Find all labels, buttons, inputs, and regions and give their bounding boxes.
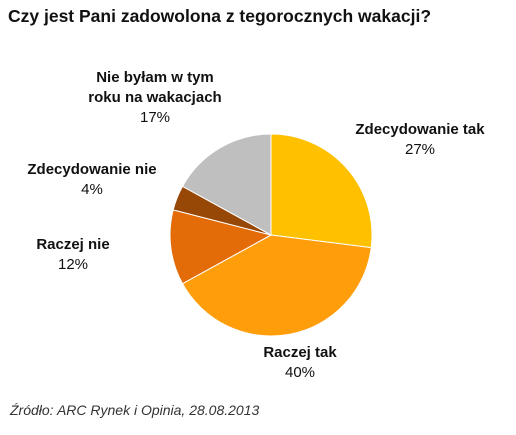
pie-slice-raczej-tak [181, 234, 372, 337]
slice-value-raczej-nie: 12% [57, 256, 89, 273]
slice-name-raczej-nie: Raczej nie [36, 236, 110, 253]
slice-name-zdecydowanie-tak: Zdecydowanie tak [355, 121, 485, 138]
slice-name-nie-bylam: Nie byłam w tym roku na wakacjach [88, 69, 222, 106]
slice-value-raczej-tak: 40% [284, 364, 316, 381]
slice-name-raczej-tak: Raczej tak [263, 344, 337, 361]
pie-slice-zdecydowanie-tak [270, 133, 373, 249]
chart-title: Czy jest Pani zadowolona z tegorocznych … [8, 6, 432, 26]
label-nie-bylam: Nie byłam w tym roku na wakacjach 17% [65, 68, 245, 128]
label-zdecydowanie-nie: Zdecydowanie nie 4% [2, 160, 182, 200]
label-raczej-tak: Raczej tak 40% [215, 343, 385, 383]
slice-name-zdecydowanie-nie: Zdecydowanie nie [27, 161, 157, 178]
source-note: Źródło: ARC Rynek i Opinia, 28.08.2013 [10, 402, 260, 418]
label-zdecydowanie-tak: Zdecydowanie tak 27% [320, 120, 516, 160]
slice-value-zdecydowanie-nie: 4% [81, 181, 103, 198]
pie-slice-nie-bylam [181, 133, 272, 236]
pie-slice-raczej-nie [169, 209, 273, 285]
label-raczej-nie: Raczej nie 12% [8, 235, 138, 275]
slice-value-zdecydowanie-tak: 27% [404, 141, 436, 158]
slice-value-nie-bylam: 17% [139, 109, 171, 126]
